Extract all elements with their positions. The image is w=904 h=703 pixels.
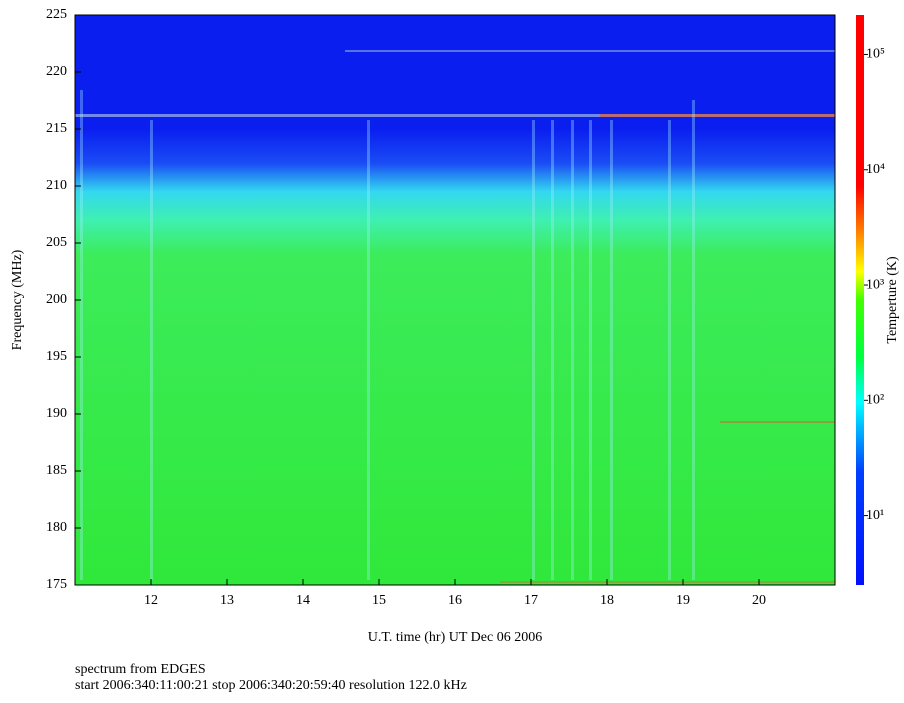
x-tick-label: 20 (752, 593, 766, 608)
x-tick-label: 15 (372, 593, 386, 608)
y-axis-label: Frequency (MHz) (10, 249, 25, 350)
y-tick-label: 205 (46, 235, 67, 250)
colorbar-tick-label: 10³ (866, 277, 884, 292)
note: spectrum from EDGES (75, 662, 206, 677)
x-tick-label: 16 (448, 593, 462, 608)
y-tick-label: 225 (46, 7, 67, 22)
y-tick-label: 190 (46, 406, 67, 421)
spectrogram (75, 15, 835, 585)
x-axis-label: U.T. time (hr) UT Dec 06 2006 (368, 630, 542, 645)
y-tick-label: 185 (46, 463, 67, 478)
colorbar-label: Temperture (K) (885, 256, 900, 344)
rfi-line (345, 50, 835, 52)
colorbar-tick-label: 10⁴ (866, 162, 885, 177)
rfi-line (720, 421, 835, 423)
y-tick-label: 200 (46, 292, 67, 307)
streaks (80, 90, 695, 580)
colorbar-tick-label: 10² (866, 393, 884, 408)
y-tick-label: 215 (46, 121, 67, 136)
colorbar (856, 15, 864, 585)
x-tick-label: 18 (600, 593, 614, 608)
y-tick-label: 175 (46, 577, 67, 592)
y-tick-label: 210 (46, 178, 67, 193)
y-tick-label: 180 (46, 520, 67, 535)
spectrogram-image (75, 15, 835, 585)
y-tick-label: 220 (46, 64, 67, 79)
colorbar-tick-label: 10⁵ (866, 47, 885, 62)
x-tick-label: 14 (296, 593, 310, 608)
y-tick-label: 195 (46, 349, 67, 364)
note: start 2006:340:11:00:21 stop 2006:340:20… (75, 678, 467, 693)
rfi-line (600, 114, 835, 117)
rfi-line (500, 581, 835, 583)
x-tick-label: 13 (220, 593, 234, 608)
x-tick-label: 12 (144, 593, 158, 608)
rfi-line (75, 114, 835, 117)
x-tick-label: 19 (676, 593, 690, 608)
colorbar-tick-label: 10¹ (866, 508, 884, 523)
x-tick-label: 17 (524, 593, 538, 608)
